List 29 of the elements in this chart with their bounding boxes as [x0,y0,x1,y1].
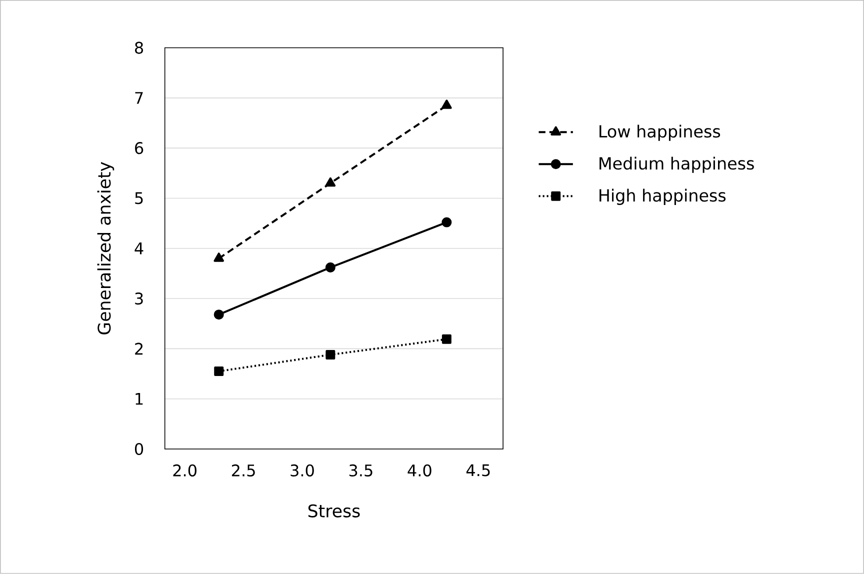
point [442,217,452,228]
y-tick-label: 0 [134,443,144,456]
x-axis-title: Stress [308,504,360,518]
y-tick-label: 8 [135,42,144,54]
legend-label: High happiness [600,188,726,206]
point [326,350,336,360]
point [325,262,336,273]
y-axis-title: Generalized anxiety [97,162,114,334]
point [442,334,452,344]
y-tick-label: 6 [135,142,144,154]
point [214,252,224,262]
y-tick-label: 5 [135,192,143,204]
x-tick-label: 3.0 [290,464,314,477]
point [442,100,452,109]
y-tick-label: 3 [135,292,143,305]
point [214,310,224,320]
x-tick-label: 3.5 [349,464,372,477]
x-tick-label: 2.0 [173,464,196,477]
y-tick-label: 2 [135,342,143,355]
legend-label: Medium happiness [600,156,754,174]
x-tick-label: 4.0 [408,464,432,477]
y-tick-label: 7 [135,92,143,104]
x-tick-label: 4.5 [466,464,490,476]
legend-label: Low happiness [600,124,720,142]
y-tick-label: 1 [136,393,143,405]
x-tick-label: 2.5 [232,464,255,477]
y-tick-label: 4 [134,242,144,254]
point [214,366,224,376]
point [325,177,336,187]
